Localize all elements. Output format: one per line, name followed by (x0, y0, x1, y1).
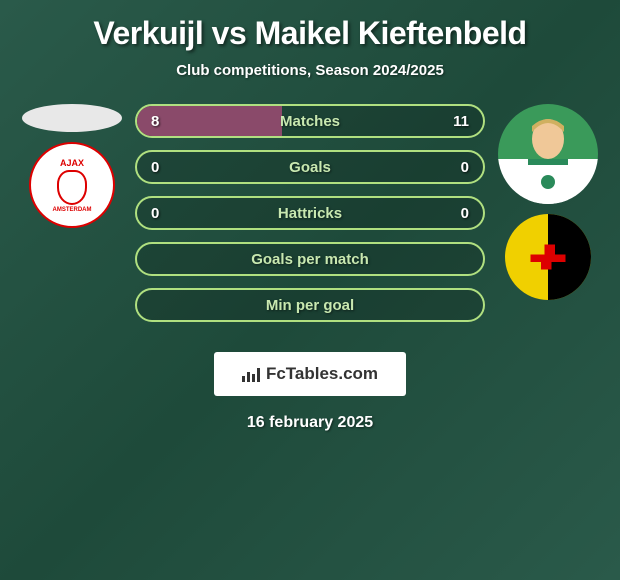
subtitle: Club competitions, Season 2024/2025 (176, 62, 444, 79)
stat-label: Min per goal (266, 297, 354, 314)
page-title: Verkuijl vs Maikel Kieftenbeld (93, 15, 526, 52)
stat-right-value: 0 (449, 205, 469, 222)
player-left-column: AJAX AMSTERDAM (17, 104, 127, 228)
chart-icon (242, 366, 260, 382)
stat-right-value: 0 (449, 159, 469, 176)
branding-badge: FcTables.com (214, 352, 406, 396)
stats-column: 8 Matches 11 0 Goals 0 0 Hattricks 0 Goa… (135, 104, 485, 322)
stat-label: Goals per match (251, 251, 369, 268)
player-left-photo (22, 104, 122, 132)
stat-label: Hattricks (278, 205, 342, 222)
stat-row-mpg: Min per goal (135, 288, 485, 322)
content-row: AJAX AMSTERDAM 8 Matches 11 0 Goals 0 0 … (10, 104, 610, 322)
club-logo-ajax: AJAX AMSTERDAM (29, 142, 115, 228)
player-right-column (493, 104, 603, 300)
stat-left-value: 0 (151, 205, 171, 222)
stat-label: Matches (280, 113, 340, 130)
stat-left-value: 8 (151, 113, 171, 130)
stat-row-hattricks: 0 Hattricks 0 (135, 196, 485, 230)
date-text: 16 february 2025 (247, 414, 373, 432)
comparison-card: Verkuijl vs Maikel Kieftenbeld Club comp… (0, 0, 620, 447)
stat-label: Goals (289, 159, 331, 176)
club-logo-cambuur (505, 214, 591, 300)
stat-right-value: 11 (449, 113, 469, 130)
stat-left-value: 0 (151, 159, 171, 176)
branding-text: FcTables.com (266, 364, 378, 384)
stat-row-goals: 0 Goals 0 (135, 150, 485, 184)
stat-row-matches: 8 Matches 11 (135, 104, 485, 138)
stat-row-gpm: Goals per match (135, 242, 485, 276)
player-right-photo (498, 104, 598, 204)
